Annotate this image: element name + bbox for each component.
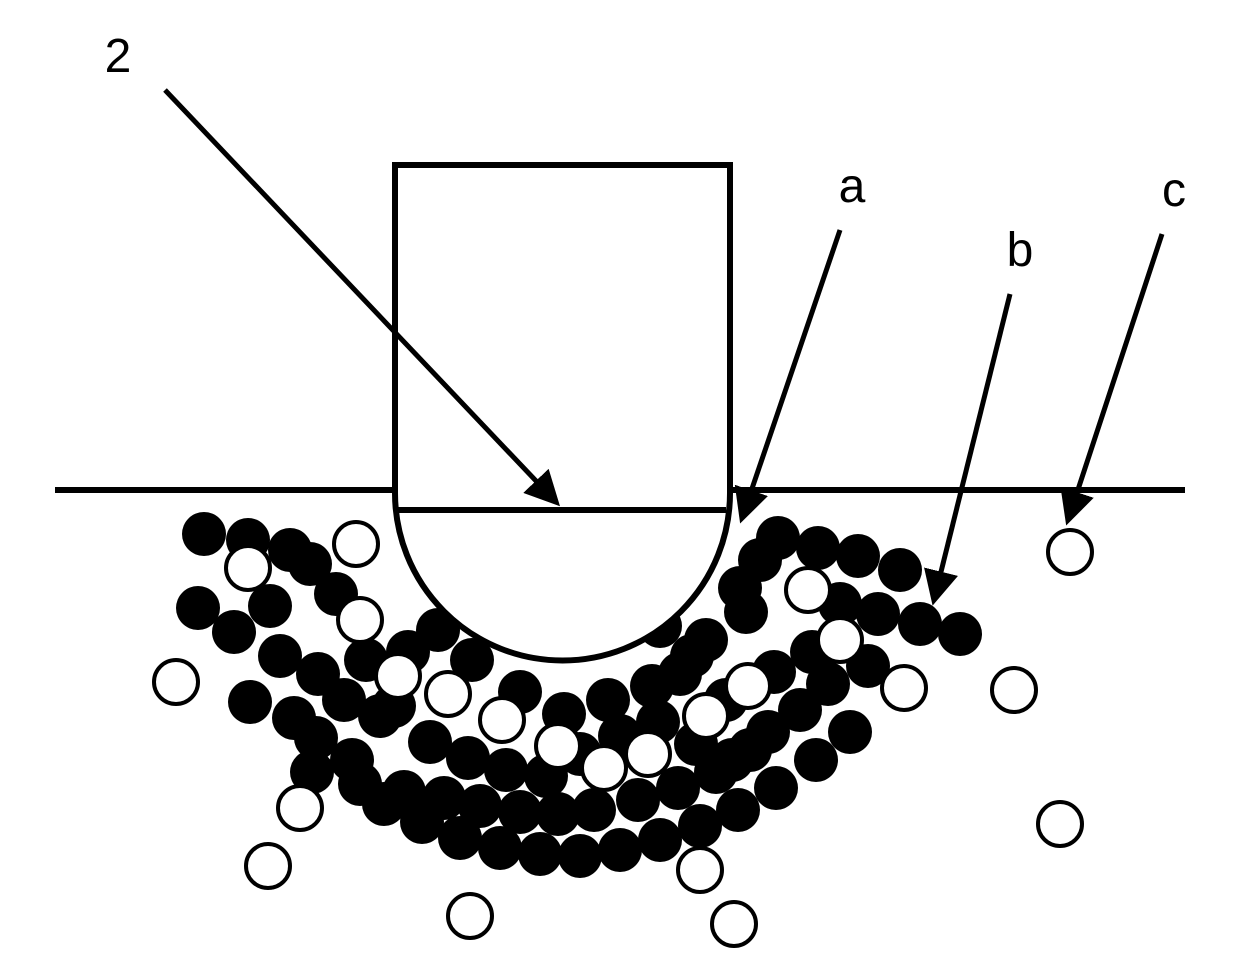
open-particle (1048, 530, 1092, 574)
filled-particle (438, 816, 482, 860)
filled-particle (898, 602, 942, 646)
filled-particle (878, 548, 922, 592)
label-c: c (1162, 164, 1186, 217)
open-particle (712, 902, 756, 946)
filled-particle (828, 710, 872, 754)
filled-particle (518, 832, 562, 876)
open-particle (376, 654, 420, 698)
open-particle (726, 664, 770, 708)
filled-particle (938, 612, 982, 656)
open-particle (536, 724, 580, 768)
open-particle (338, 598, 382, 642)
open-particle (882, 666, 926, 710)
open-particle (246, 844, 290, 888)
filled-particle (598, 828, 642, 872)
open-particle (818, 618, 862, 662)
open-particle (278, 786, 322, 830)
label-a: a (839, 160, 866, 213)
filled-particle (746, 710, 790, 754)
open-particle (582, 746, 626, 790)
filled-particle (630, 664, 674, 708)
filled-particle (670, 634, 714, 678)
filled-particle (478, 826, 522, 870)
filled-particle (330, 738, 374, 782)
tool-outline (395, 165, 730, 661)
open-particle (786, 568, 830, 612)
filled-particle (678, 804, 722, 848)
open-particle (154, 660, 198, 704)
filled-particle (756, 516, 800, 560)
filled-particle (484, 748, 528, 792)
filled-particle (716, 788, 760, 832)
open-particle (448, 894, 492, 938)
open-particle (226, 546, 270, 590)
open-particle (480, 698, 524, 742)
filled-particle (212, 610, 256, 654)
filled-particle (446, 736, 490, 780)
filled-particle (362, 782, 406, 826)
open-particle (684, 694, 728, 738)
filled-particle (586, 678, 630, 722)
open-particle (1038, 802, 1082, 846)
filled-particle (572, 788, 616, 832)
filled-particle (228, 680, 272, 724)
filled-particle (176, 586, 220, 630)
filled-particle (182, 512, 226, 556)
open-particle (626, 732, 670, 776)
filled-particle (836, 534, 880, 578)
filled-particle (272, 696, 316, 740)
filled-particle (400, 800, 444, 844)
filled-particle (718, 566, 762, 610)
open-particle (992, 668, 1036, 712)
filled-particle (616, 778, 660, 822)
open-particle (426, 672, 470, 716)
open-particle (334, 522, 378, 566)
open-particle (678, 848, 722, 892)
filled-particle (558, 834, 602, 878)
label-b: b (1007, 224, 1034, 277)
filled-particle (638, 818, 682, 862)
filled-particle (258, 634, 302, 678)
label-two: 2 (105, 30, 132, 83)
filled-particle (754, 766, 798, 810)
filled-particle (794, 738, 838, 782)
filled-particle (408, 720, 452, 764)
filled-particle (796, 526, 840, 570)
filled-particle (856, 592, 900, 636)
